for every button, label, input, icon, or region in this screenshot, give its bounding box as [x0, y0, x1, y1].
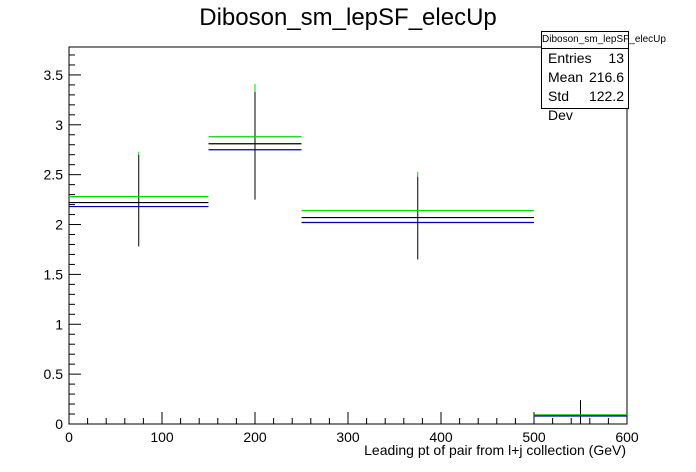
x-tick-label: 600: [615, 429, 639, 445]
x-tick-label: 100: [150, 429, 174, 445]
y-tick-label: 0: [55, 416, 63, 432]
stats-row-entries: Entries 13: [542, 49, 628, 68]
stats-mean-value: 216.6: [588, 69, 624, 85]
y-tick-label: 1: [55, 316, 63, 332]
x-tick-label: 400: [429, 429, 453, 445]
stats-row-stddev: Std Dev 122.2: [542, 87, 628, 123]
x-tick-label: 0: [65, 429, 73, 445]
y-tick-label: 1.5: [44, 266, 64, 282]
stats-mean-label: Mean: [548, 69, 584, 85]
x-tick-label: 500: [522, 429, 546, 445]
stats-stddev-label: Std Dev: [548, 88, 573, 123]
stats-entries-value: 13: [608, 50, 624, 66]
y-tick-label: 3: [55, 117, 63, 133]
stats-entries-label: Entries: [548, 50, 592, 66]
y-tick-label: 2.5: [44, 167, 64, 183]
x-tick-label: 300: [336, 429, 360, 445]
y-tick-label: 2: [55, 217, 63, 233]
y-tick-label: 0.5: [44, 366, 64, 382]
x-tick-label: 200: [243, 429, 267, 445]
stats-stddev-value: 122.2: [588, 88, 624, 104]
x-axis-label: Leading pt of pair from l+j collection (…: [364, 442, 626, 458]
y-tick-label: 3.5: [44, 67, 64, 83]
chart-title: Diboson_sm_lepSF_elecUp: [199, 4, 497, 31]
stats-box: Diboson_sm_lepSF_elecUp Entries 13 Mean …: [541, 31, 666, 123]
stats-row-mean: Mean 216.6: [542, 68, 628, 87]
stats-box-name: Diboson_sm_lepSF_elecUp: [542, 32, 666, 49]
